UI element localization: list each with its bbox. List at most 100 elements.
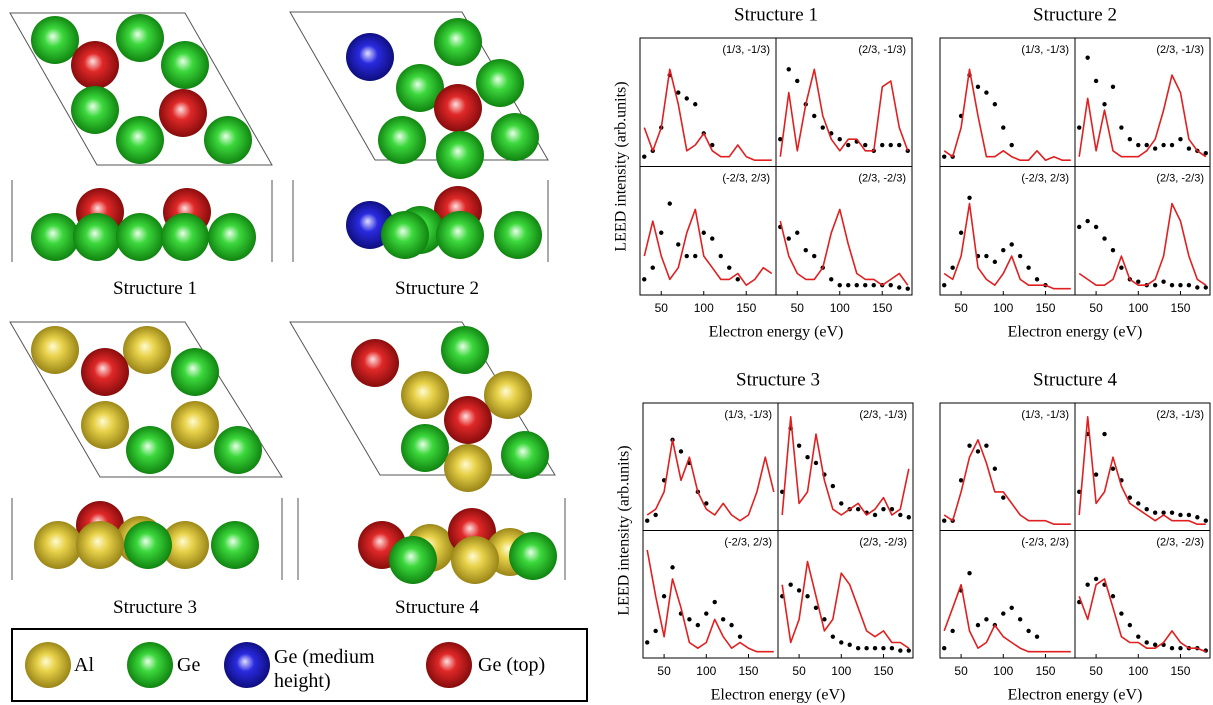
atom [31,213,79,261]
panel-frame [778,531,913,659]
data-dot [1170,283,1174,287]
data-dot [856,646,860,650]
data-dot [976,449,980,453]
data-dot [797,588,801,592]
data-dot [1102,236,1106,240]
data-dot [1001,495,1005,499]
panel-label: (2/3, -2/3) [859,536,907,548]
atom [159,89,207,137]
data-dot [651,266,655,270]
chart-title: Structure 1 [734,4,818,25]
structure-label: Structure 3 [113,597,197,618]
x-tick-label: 50 [1089,664,1103,678]
data-dot [1195,285,1199,289]
curve [782,562,909,649]
data-dot [1187,146,1191,150]
curve [944,440,1071,524]
panel-plot [778,209,910,290]
curve [647,440,774,521]
structure-label: Structure 4 [395,597,479,618]
x-tick-label: 150 [736,301,756,315]
panel-plot [778,67,910,157]
panel-label: (-2/3, 2/3) [1021,536,1069,548]
data-dot [1136,634,1140,638]
data-dot [1026,629,1030,633]
data-dot [795,231,799,235]
data-dot [1010,143,1014,147]
atom [401,424,449,472]
data-dot [721,617,725,621]
chart-title: Structure 3 [736,369,820,390]
data-dot [1094,472,1098,476]
data-dot [1187,513,1191,517]
x-tick-label: 100 [1128,664,1148,678]
legend-label: Ge (medium height) [274,645,424,693]
x-tick-label: 100 [830,301,850,315]
data-dot [693,254,697,258]
data-dot [993,467,997,471]
panel-label: (1/3, -1/3) [722,44,770,56]
data-dot [812,114,816,118]
data-dot [788,583,792,587]
panel-label: (2/3, -1/3) [1156,44,1204,56]
data-dot [1085,219,1089,223]
data-dot [1170,510,1174,514]
data-dot [855,283,859,287]
data-dot [984,90,988,94]
data-dot [642,154,646,158]
data-dot [795,79,799,83]
data-dot [738,634,742,638]
data-dot [959,231,963,235]
panel-plot [1077,577,1208,653]
x-tick-label: 100 [694,301,714,315]
data-dot [670,565,674,569]
data-dot [1094,577,1098,581]
panel-plot [1077,55,1208,156]
data-dot [653,629,657,633]
data-dot [831,634,835,638]
panel-label: (1/3, -1/3) [1021,409,1069,421]
data-dot [993,260,997,264]
data-dot [1204,519,1208,523]
data-dot [1136,501,1140,505]
atom [81,348,129,396]
data-dot [856,507,860,511]
data-dot [907,515,911,519]
y-axis-label: LEED intensity (arb.units) [616,445,633,615]
panel-label: (2/3, -2/3) [1156,536,1204,548]
atom [211,521,259,569]
data-dot [1178,283,1182,287]
data-dot [976,85,980,89]
panel-label: (-2/3, 2/3) [724,536,772,548]
atom [444,444,492,492]
x-axis-label: Electron energy (eV) [1008,687,1143,704]
panel-label: (-2/3, 2/3) [1021,172,1069,184]
data-dot [822,617,826,621]
data-dot [1085,55,1089,59]
panel-plot [642,201,772,285]
data-dot [1094,79,1098,83]
data-dot [653,513,657,517]
data-dot [1010,606,1014,610]
panel-frame [940,38,1075,167]
data-dot [1010,242,1014,246]
atom [76,521,124,569]
data-dot [1077,125,1081,129]
x-tick-label: 50 [1089,301,1103,315]
atom [401,371,449,419]
data-dot [821,125,825,129]
curve [944,204,1071,289]
data-dot [863,283,867,287]
x-tick-label: 100 [993,301,1013,315]
curve [780,209,908,285]
data-dot [736,277,740,281]
x-tick-label: 100 [993,664,1013,678]
atom [123,326,171,374]
data-dot [1128,137,1132,141]
data-dot [1153,283,1157,287]
atom [451,536,499,584]
data-dot [1178,646,1182,650]
x-tick-label: 50 [954,664,968,678]
data-dot [642,277,646,281]
data-dot [1001,248,1005,252]
